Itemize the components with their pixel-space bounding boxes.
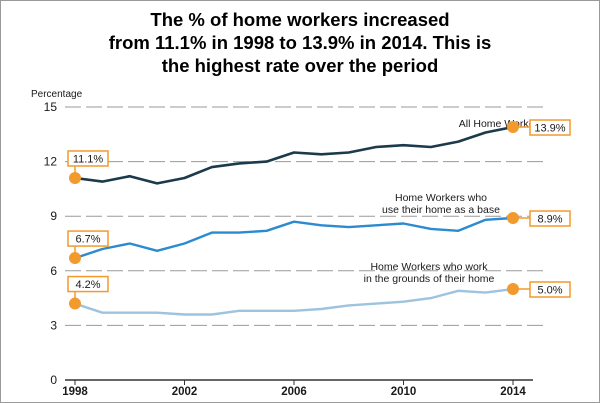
start-point-marker [69, 171, 81, 184]
series-label: Home Workers who work [370, 261, 488, 273]
y-tick-label: 6 [50, 264, 57, 278]
value-callout-box [529, 281, 571, 298]
end-point-marker [507, 283, 519, 295]
start-value-label: 6.7% [75, 234, 100, 246]
series-label: use their home as a base [382, 204, 500, 216]
y-tick-label: 12 [44, 155, 58, 169]
y-tick-label: 15 [44, 100, 58, 114]
chart-title: The % of home workers increased from 11.… [1, 8, 599, 77]
value-callout-box [67, 230, 109, 247]
x-tick-label: 2002 [172, 386, 198, 398]
end-point-marker [507, 212, 519, 225]
x-tick-label: 2010 [391, 386, 417, 398]
series-label: in the grounds of their home [364, 273, 495, 285]
end-value-label: 13.9% [534, 123, 565, 135]
y-axis-label: Percentage [31, 89, 83, 100]
value-callout-box [67, 275, 109, 293]
x-tick-label: 2006 [281, 386, 307, 398]
series-line [74, 125, 514, 185]
series-line [74, 216, 514, 260]
value-callouts: 11.1% 13.9% 6.7% 8.9% 4.2% 5.0% [67, 119, 571, 310]
start-value-label: 11.1% [73, 153, 104, 165]
series-label: Home Workers who [395, 192, 487, 204]
series-line [74, 287, 514, 316]
x-tick-label: 2014 [500, 386, 526, 398]
value-callout-box [529, 119, 571, 136]
y-tick-label: 3 [50, 318, 57, 332]
end-value-label: 8.9% [537, 214, 562, 226]
start-point-marker [69, 252, 81, 265]
chart-title-line-1: The % of home workers increased [150, 9, 450, 30]
end-value-label: 5.0% [537, 285, 562, 297]
chart-title-line-2: from 11.1% in 1998 to 13.9% in 2014. Thi… [108, 32, 492, 53]
series-lines [74, 125, 514, 316]
value-callout-box [529, 210, 571, 227]
gridlines [65, 106, 543, 326]
value-callout-box [67, 150, 109, 167]
x-axis: 1998 2002 2006 2010 2014 [62, 379, 533, 398]
y-tick-labels: 0 3 6 9 12 15 [44, 100, 58, 387]
x-tick-label: 1998 [62, 386, 88, 398]
chart-title-line-3: the highest rate over the period [161, 55, 439, 76]
y-tick-label: 9 [50, 209, 57, 223]
start-point-marker [69, 297, 81, 310]
end-point-marker [507, 121, 519, 134]
start-value-label: 4.2% [75, 279, 100, 291]
y-tick-label: 0 [50, 373, 57, 387]
